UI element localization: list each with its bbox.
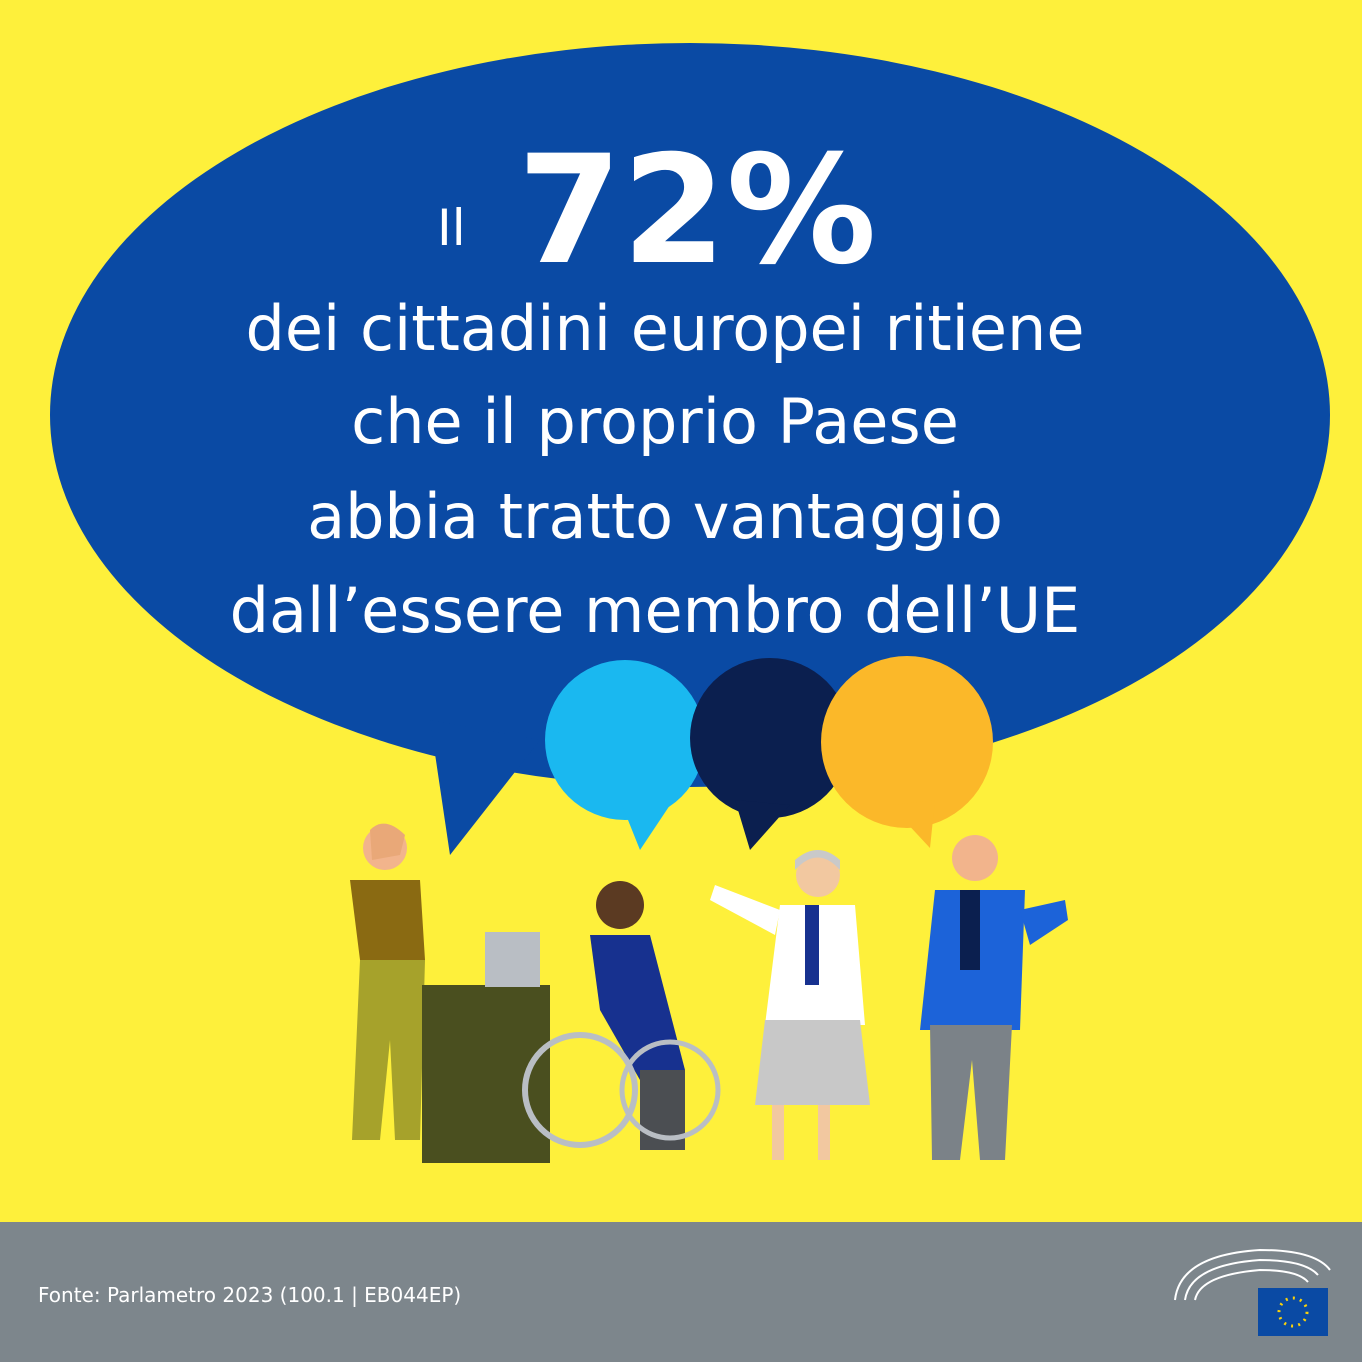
headline-line: dei cittadini europei ritiene [246, 292, 1085, 365]
people-illustration [350, 823, 1068, 1163]
source-text: Fonte: Parlametro 2023 (100.1 | EB044EP) [38, 1283, 461, 1307]
footer-bar [0, 1222, 1362, 1362]
small-bubbles [545, 656, 993, 850]
headline-line: dall’essere membro dell’UE [230, 574, 1081, 647]
headline-line: abbia tratto vantaggio [307, 480, 1003, 553]
ep-logo [1174, 1248, 1331, 1336]
headline-prefix: Il [437, 199, 466, 257]
headline-figure: 72% [517, 124, 876, 298]
speech-bubble [50, 43, 1330, 855]
headline-line: che il proprio Paese [351, 385, 959, 458]
